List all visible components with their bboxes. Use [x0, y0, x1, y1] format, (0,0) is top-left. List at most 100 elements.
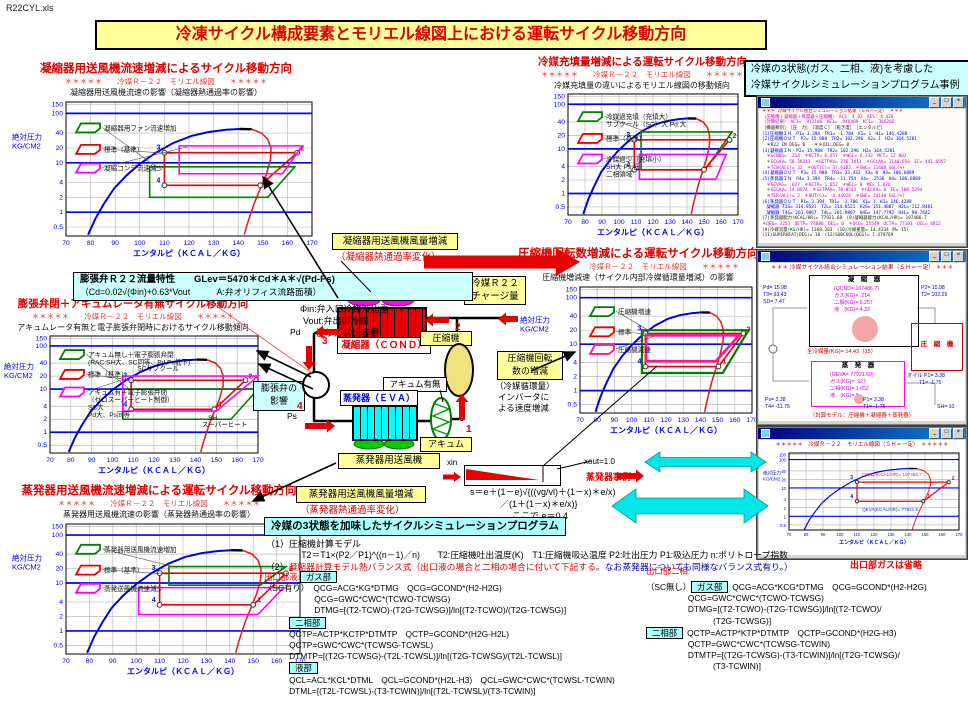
svg-text:2: 2 [561, 177, 565, 184]
window-titlebar: _ □ × [758, 428, 966, 439]
svg-text:160: 160 [271, 658, 283, 665]
svg-text:150: 150 [554, 93, 566, 100]
svg-text:140: 140 [681, 219, 693, 226]
window-icon [761, 98, 770, 107]
sim-header-line1: 冷媒の3状態(ガス、二相、液)を考慮した [751, 64, 934, 75]
svg-text:絶対圧力: 絶対圧力 [763, 470, 781, 477]
minimize-button[interactable]: _ [929, 428, 940, 439]
svg-text:3: 3 [626, 132, 630, 139]
evap-example-tube [464, 465, 561, 486]
minimize-button[interactable]: _ [929, 251, 940, 262]
svg-text:130: 130 [664, 219, 676, 226]
legend-icon [588, 344, 615, 355]
formula-line: 液部 [264, 662, 615, 675]
window-icon [761, 252, 770, 261]
svg-text:90: 90 [109, 658, 117, 665]
svg-text:1: 1 [43, 429, 47, 436]
formula-line: DTMG=[(T2-TCWO)-(T2G-TCWSG)]/ln[(T2-TCWO… [646, 604, 882, 615]
svg-text:20: 20 [569, 327, 577, 334]
sim-chart-window: _ □ × ＊＊＊＊＊ 冷媒Ｒ－２２ モリエル線図（ＳＨ＝一定） ＊＊＊＊＊ 7… [756, 426, 968, 560]
omit-note: 出口部ガスは省略 [850, 560, 923, 570]
svg-text:150: 150 [922, 532, 930, 537]
close-button[interactable]: × [953, 428, 964, 439]
win2-evap-l2: 二相(KG)= 1.652 [830, 386, 869, 392]
svg-text:20: 20 [55, 145, 63, 152]
two-phase-wedge [466, 466, 544, 482]
maximize-button[interactable]: □ [941, 428, 952, 439]
result-line: 凝縮器 T4G= 261.9867 T4L= 261.9867 H4G= 147… [762, 210, 931, 216]
flow-arrow [425, 313, 449, 327]
win2-p11: P1= 3.38 [863, 397, 884, 403]
maximize-button[interactable]: □ [941, 97, 952, 108]
svg-text:90: 90 [88, 457, 96, 464]
valve-line1: 膨張弁の [260, 383, 297, 393]
formula-line: (T3-TCWIN)] [646, 661, 761, 672]
svg-text:70: 70 [62, 240, 70, 247]
svg-text:150: 150 [257, 240, 269, 247]
svg-text:1: 1 [722, 359, 726, 366]
result-line: (6)蒸発器ＯＵＴ P1= 3.394 TR1= -1.786 X1= 1 H1… [762, 199, 912, 205]
window-titlebar: _ □ × [758, 97, 966, 108]
svg-text:40: 40 [569, 313, 577, 320]
valve-line2: 影響 [269, 396, 288, 406]
pd-label: Pd [290, 327, 301, 337]
comp-speed-line1: 圧縮機回転 [507, 353, 553, 363]
close-button[interactable]: × [953, 97, 964, 108]
chart-sub-c5: ＊＊＊＊＊ 冷媒Ｒ－２２ モリエル線図 ＊＊＊＊＊ [536, 262, 740, 271]
svg-text:2: 2 [59, 194, 63, 201]
svg-text:4: 4 [561, 164, 565, 171]
svg-text:冷媒過充填（充填大）: 冷媒過充填（充填大） [606, 112, 672, 121]
svg-text:130: 130 [201, 658, 213, 665]
close-button[interactable]: × [953, 251, 964, 262]
line3-blue: なお蒸発器についても同様なバランス式有り。） [604, 562, 793, 572]
result-line: (1)圧縮機ＩＮ P1= 3.394 TR1= -1.784 X1= 1 H1=… [762, 131, 908, 137]
svg-text:3: 3 [156, 145, 160, 152]
result-line: ＊QEG= 3253 QETP= 74888 QEL= 0 ＊QCG= 2554… [762, 222, 941, 228]
svg-text:20: 20 [55, 566, 63, 573]
evap-fan-label: 蒸発器用送風機 [338, 453, 440, 469]
svg-text:140: 140 [190, 457, 202, 464]
svg-text:SC大: SC大 [88, 402, 104, 411]
svg-text:絶対圧力: 絶対圧力 [12, 552, 42, 562]
svg-text:140: 140 [224, 658, 236, 665]
expansion-valve-symbol [302, 371, 330, 399]
svg-text:80: 80 [87, 240, 95, 247]
svg-text:1: 1 [573, 388, 577, 395]
chart-sub-c3: ＊＊＊＊＊ 冷媒Ｒ－２２ モリエル線図 ＊＊＊＊＊ [31, 312, 235, 321]
charge-line1: 冷媒Ｒ２２ [471, 278, 519, 289]
formula-line: 出口部二相: [646, 566, 691, 576]
chart-sub-c4: ＊＊＊＊＊ 冷媒Ｒ－２２ モリエル線図 ＊＊＊＊＊ [57, 499, 261, 508]
svg-text:40: 40 [55, 130, 63, 137]
circulation-note: （冷媒循環量） [495, 381, 555, 391]
point-2: 2 [455, 322, 461, 333]
svg-text:100: 100 [566, 295, 578, 302]
sim-header-line2: 冷媒サイクルシミュレーションプログラム事例 [751, 80, 960, 91]
maximize-button[interactable]: □ [941, 251, 952, 262]
chart-c5: 圧縮機回転数増減による運転サイクル移動方向 ＊＊＊＊＊ 冷媒Ｒ－２２ モリエル線図… [518, 248, 759, 447]
svg-text:160: 160 [939, 532, 947, 537]
svg-text:QCND(KCAL/HR)= 107486.7: QCND(KCAL/HR)= 107486.7 [862, 472, 922, 477]
svg-text:4: 4 [626, 162, 630, 169]
svg-text:標準（基準）: 標準（基準） [88, 370, 128, 379]
chart-title-c4: 蒸発器用送風機流速増減による運転サイクル移動方向 [21, 485, 297, 497]
svg-text:1: 1 [708, 162, 712, 169]
svg-text:130: 130 [169, 457, 181, 464]
svg-text:80: 80 [804, 532, 809, 537]
formula-line: QCG=GWC*CWC*(TCWO-TCWSG) [646, 593, 824, 604]
evap-fan-change-note: （蒸発器熱通過率変化） [300, 505, 405, 516]
result-line: (11)SUPERHEAT(DEG)= 10 (12)SUBCOOL(DEG)=… [762, 233, 894, 239]
svg-text:0.5: 0.5 [556, 204, 566, 211]
comp-speed-line2: 数の増減 [511, 366, 548, 376]
sim-diagram-window: _ □ × ＊＊＊ 冷媒サイクル統合シミュレーション結果（ＳＨ＝一定） ＊＊＊ … [756, 249, 968, 426]
svg-text:標準（基準）: 標準（基準） [104, 145, 144, 154]
program-line2: T2＝T1×(P2／P1)^((n－1)／n) T2:圧縮機吐出温度(K) T1… [266, 550, 788, 560]
formula-line: 二相部 [264, 616, 615, 629]
result-line: （圧縮機＋凝縮器＋蒸発器＋圧縮機） ACS: 4.03 AES: 4.426 [762, 114, 894, 120]
svg-text:圧縮機減速: 圧縮機減速 [618, 345, 651, 354]
formula-line: (T2G-TCWSG)] [646, 615, 772, 626]
chart-c4: 蒸発器用送風機流速増減による運転サイクル移動方向 ＊＊＊＊＊ 冷媒Ｒ－２２ モリエ… [10, 485, 308, 688]
minimize-button[interactable]: _ [929, 97, 940, 108]
svg-text:2: 2 [59, 613, 63, 620]
formula-line: （SC無し） ガス部 QCG=ACG*KCG*DTMG QCG=GCOND*(H2-… [646, 581, 927, 593]
